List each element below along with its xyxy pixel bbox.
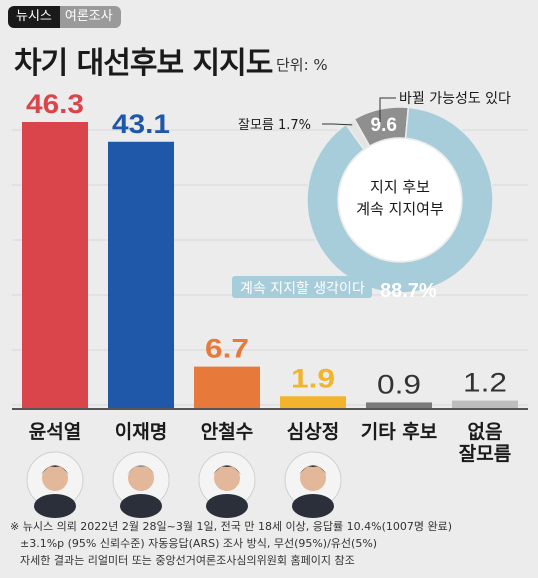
pie-slice <box>306 106 494 294</box>
footnote-line: ※ 뉴시스 의뢰 2022년 2월 28일~3월 1일, 전국 만 18세 이상… <box>10 520 453 533</box>
source-badge: 뉴시스 여론조사 <box>8 6 121 28</box>
unit-label: 단위: % <box>276 56 328 74</box>
bar <box>194 366 260 408</box>
pie-label-bg <box>232 276 372 298</box>
candidate-hair <box>213 465 241 475</box>
data-label: 43.1 <box>112 109 170 139</box>
candidate-face <box>214 465 240 491</box>
footnote-line: 자세한 결과는 리얼미터 또는 중앙선거여론조사심의위원회 홈페이지 참조 <box>20 554 355 567</box>
data-label: 1.2 <box>463 368 507 398</box>
category-label: 없음 <box>468 421 503 443</box>
badge-category: 여론조사 <box>59 6 121 28</box>
badge-brand: 뉴시스 <box>8 6 60 28</box>
candidate-face <box>300 465 326 491</box>
pie-value-label: 88.7% <box>380 280 437 302</box>
candidate-suit <box>34 494 76 518</box>
donut-center-label: 지지 후보 <box>370 178 430 196</box>
callout-line <box>322 123 353 126</box>
footnote-line: ±3.1%p (95% 신뢰수준) 자동응답(ARS) 조사 방식, 무선(95… <box>20 537 378 550</box>
bar <box>452 400 518 408</box>
category-label: 잘모름 <box>459 443 511 465</box>
candidate-hair <box>299 465 327 475</box>
candidate-face <box>128 465 154 491</box>
pie-category-label: 바뀔 가능성도 있다 <box>399 91 511 107</box>
data-label: 6.7 <box>205 334 249 364</box>
bar <box>280 396 346 408</box>
category-label: 안철수 <box>201 421 253 443</box>
candidate-suit <box>206 494 248 518</box>
candidate-suit <box>292 494 334 518</box>
donut-hole <box>339 139 461 261</box>
candidate-face <box>42 465 68 491</box>
bar <box>108 141 174 409</box>
category-label: 심상정 <box>287 421 339 443</box>
footnote: ※ 뉴시스 의뢰 2022년 2월 28일~3월 1일, 전국 만 18세 이상… <box>10 518 530 569</box>
data-label: 46.3 <box>26 89 84 119</box>
pie-category-label: 잘모름 1.7% <box>238 118 311 133</box>
chart-title: 차기 대선후보 지지도 <box>14 46 273 81</box>
category-label: 기타 후보 <box>361 421 438 443</box>
donut-center-label: 계속 지지여부 <box>356 200 444 218</box>
bar <box>366 402 432 408</box>
bar <box>22 122 88 408</box>
candidate-suit <box>120 494 162 518</box>
pie-category-label: 계속 지지할 생각이다 <box>240 281 365 297</box>
candidate-hair <box>127 465 155 475</box>
data-label: 1.9 <box>291 363 335 393</box>
pie-value-label: 9.6 <box>371 115 397 136</box>
data-label: 0.9 <box>377 369 421 399</box>
category-label: 이재명 <box>115 421 167 443</box>
candidate-hair <box>41 465 69 475</box>
category-label: 윤석열 <box>29 421 81 443</box>
callout-line <box>379 97 396 122</box>
